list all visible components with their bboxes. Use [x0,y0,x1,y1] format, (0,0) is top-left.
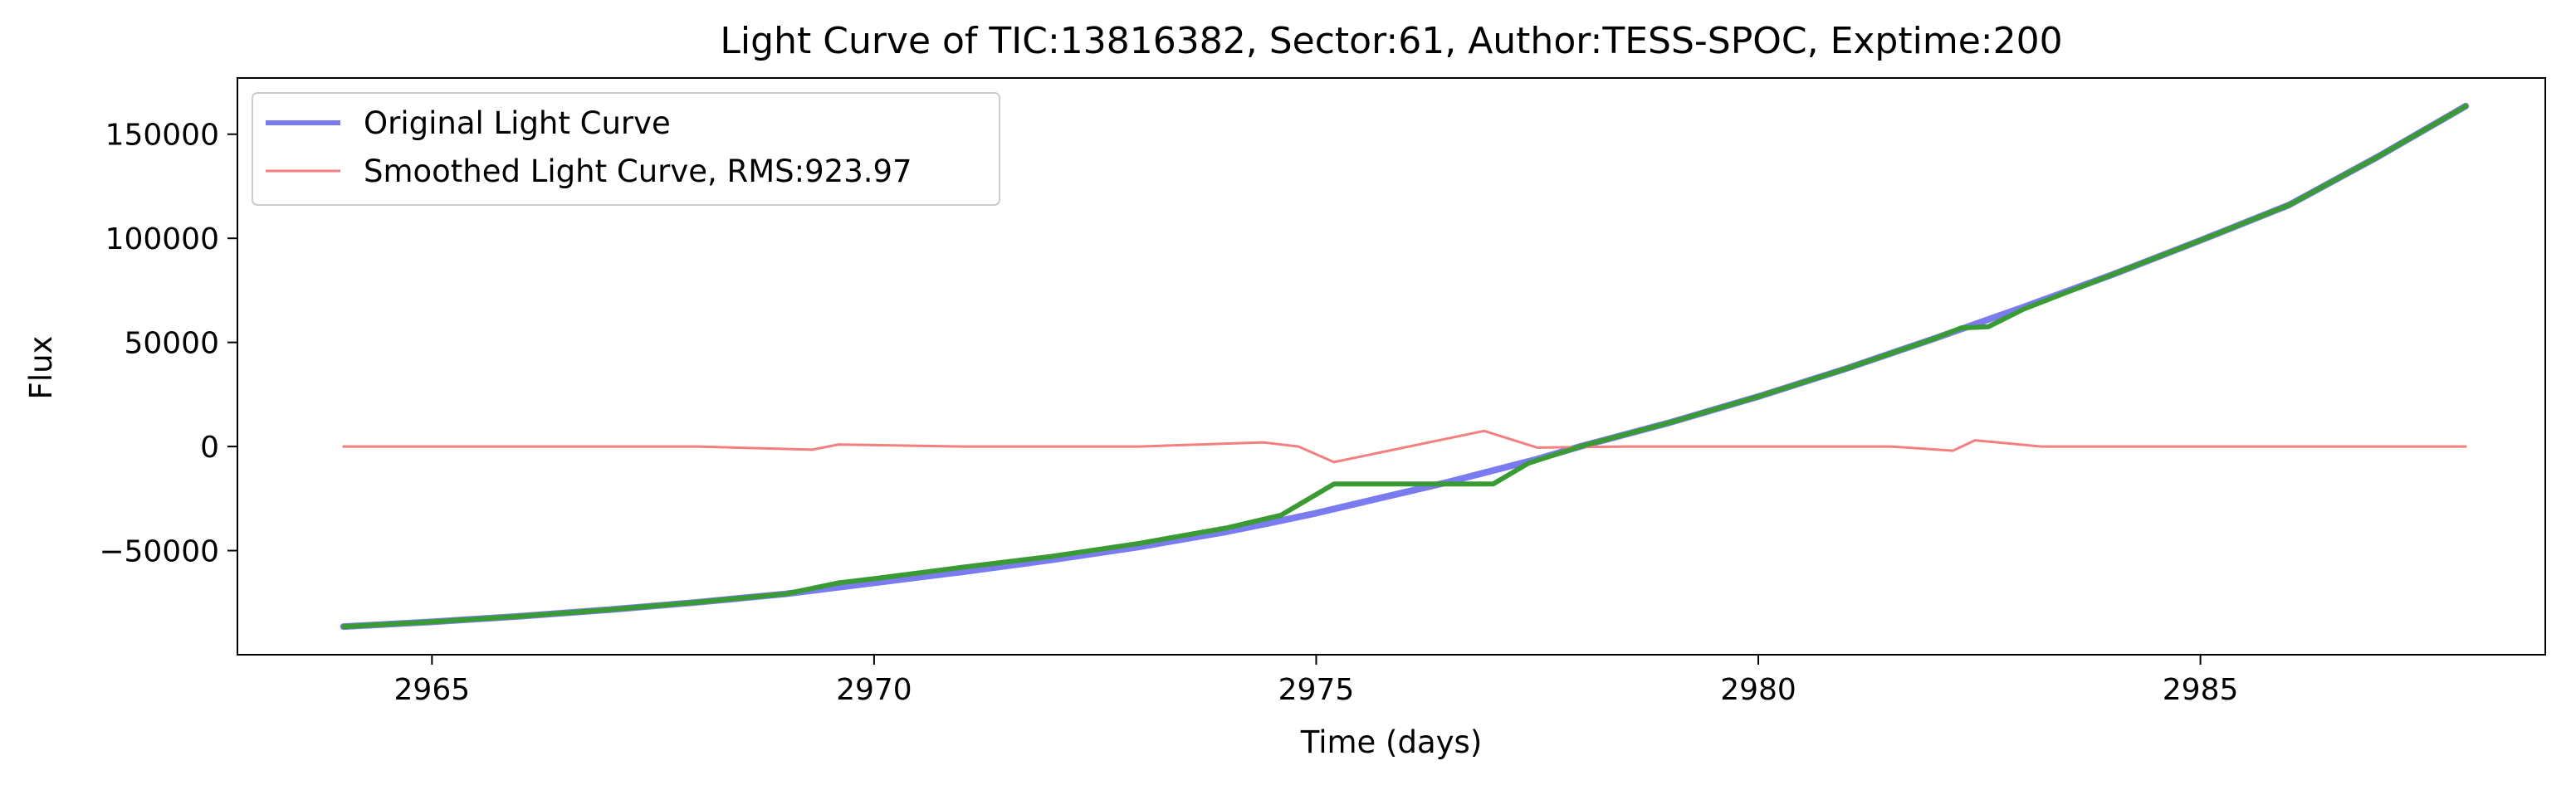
series-line-2 [340,103,2469,630]
x-axis: 2965 2970 2975 2980 2985 [394,655,2239,707]
x-axis-label: Time (days) [1300,724,1483,760]
x-tick-label-3: 2980 [1720,673,1796,707]
x-tick-label-1: 2970 [836,673,912,707]
y-axis: −50000 0 50000 100000 150000 [99,119,237,569]
legend: Original Light Curve Smoothed Light Curv… [252,92,1000,206]
y-tick-label-4: 150000 [105,119,219,153]
x-tick-label-2: 2975 [1278,673,1355,707]
y-tick-label-3: 100000 [105,222,219,256]
plot-frame [237,77,2546,656]
legend-box [252,92,1000,206]
plot-area [340,102,2470,631]
y-axis-label: Flux [23,336,59,400]
y-tick-label-1: 0 [200,431,219,465]
x-tick-label-0: 2965 [394,673,471,707]
chart-title: Light Curve of TIC:13816382, Sector:61, … [720,20,2062,62]
legend-label-original: Original Light Curve [364,105,671,141]
legend-label-smoothed: Smoothed Light Curve, RMS:923.97 [364,154,912,189]
y-tick-label-2: 50000 [124,327,219,361]
y-tick-label-0: −50000 [99,535,219,569]
x-tick-label-4: 2985 [2163,673,2239,707]
series-line-1 [342,429,2467,464]
